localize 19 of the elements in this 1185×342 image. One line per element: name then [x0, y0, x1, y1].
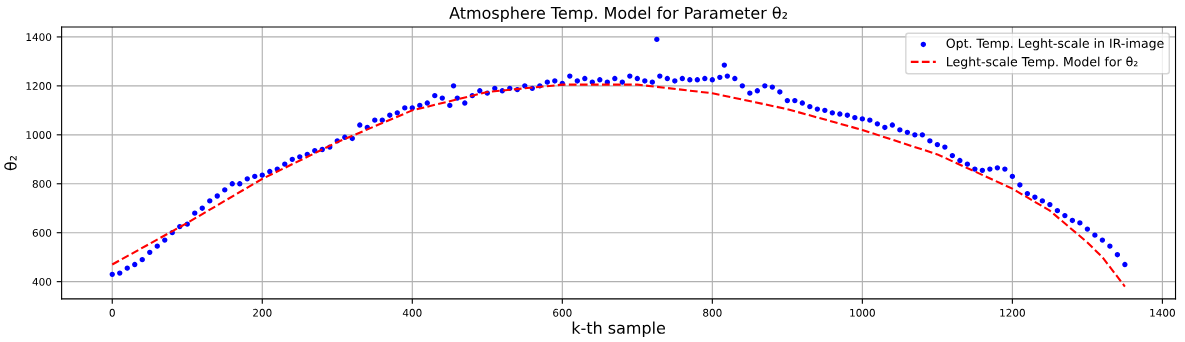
- y-tick-label: 1200: [26, 82, 52, 90]
- x-tick-label: 800: [703, 308, 722, 317]
- chart-title: Atmosphere Temp. Model for Parameter θ₂: [449, 6, 788, 23]
- x-tick-label: 1200: [1000, 308, 1025, 317]
- x-axis-title: k-th sample: [572, 321, 665, 337]
- y-tick-label: 400: [32, 277, 52, 286]
- x-tick-label: 200: [253, 308, 272, 317]
- y-tick-label: 1400: [26, 33, 52, 42]
- legend-label: Opt. Temp. Leght-scale in IR-image: [946, 38, 1164, 51]
- x-tick-label: 1400: [1150, 308, 1175, 317]
- x-tick-label: 1000: [850, 308, 875, 317]
- y-tick-label: 800: [32, 179, 52, 188]
- y-tick-label: 1000: [26, 131, 52, 139]
- legend-label: Leght-scale Temp. Model for θ₂: [947, 56, 1138, 69]
- x-tick-label: 600: [553, 308, 572, 317]
- y-axis-title: θ₂: [4, 155, 17, 171]
- x-tick-label: 400: [402, 308, 422, 317]
- x-tick-label: 0: [109, 308, 115, 317]
- y-tick-label: 600: [32, 228, 52, 237]
